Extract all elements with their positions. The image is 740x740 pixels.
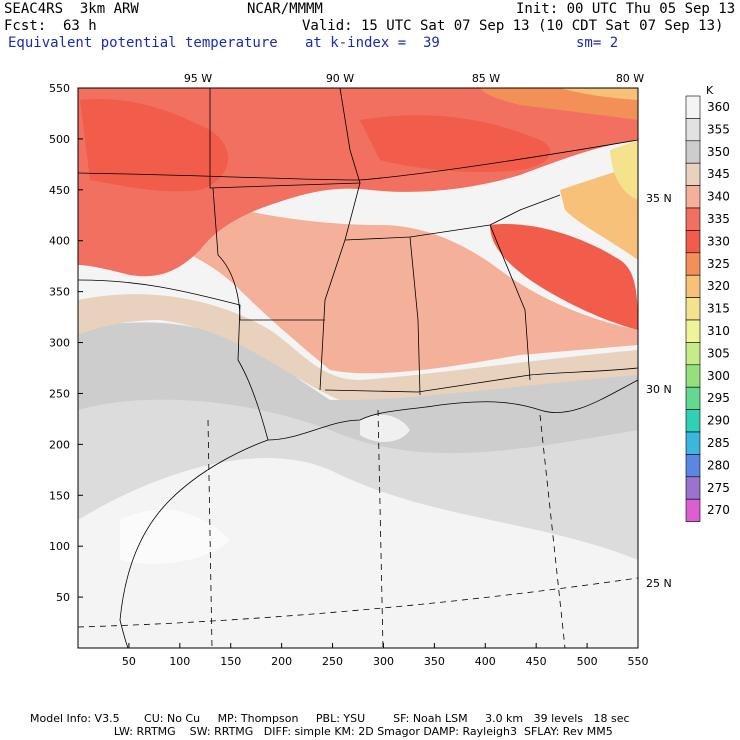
valid-time: Valid: 15 UTC Sat 07 Sep 13 (10 CDT Sat … bbox=[302, 18, 724, 34]
y-axis: 50 100 150 200 250 300 350 400 450 500 550 bbox=[49, 82, 83, 604]
x-tick-label: 50 bbox=[122, 655, 136, 668]
x-tick-label: 200 bbox=[271, 655, 292, 668]
theta-e-field bbox=[78, 88, 638, 648]
lon-label-80w: 80 W bbox=[616, 72, 644, 85]
colorbar-label: 315 bbox=[707, 302, 730, 316]
smoothing-label: sm= 2 bbox=[576, 35, 619, 51]
lat-label-25n: 25 N bbox=[646, 577, 672, 590]
colorbar-label: 360 bbox=[707, 100, 730, 114]
colorbar: 360 355 350 345 340 335 330 325 320 315 310 305 300 2… bbox=[685, 95, 730, 522]
y-tick-label: 200 bbox=[49, 438, 70, 451]
y-tick-label: 500 bbox=[49, 133, 70, 146]
y-tick-label: 50 bbox=[56, 591, 70, 604]
init-time: Init: 00 UTC Thu 05 Sep 13 bbox=[516, 1, 736, 17]
colorbar-label: 335 bbox=[707, 212, 730, 226]
y-tick-label: 350 bbox=[49, 286, 70, 299]
y-tick-label: 250 bbox=[49, 387, 70, 400]
y-tick-label: 100 bbox=[49, 540, 70, 553]
x-tick-label: 350 bbox=[424, 655, 445, 668]
colorbar-label: 295 bbox=[707, 391, 730, 405]
colorbar-swatch bbox=[685, 162, 701, 186]
model-info-line1: Model Info: V3.5 CU: No Cu MP: Thompson … bbox=[30, 712, 630, 725]
political-boundaries bbox=[78, 88, 638, 648]
plot-frame bbox=[77, 87, 639, 649]
lon-label-90w: 90 W bbox=[326, 72, 354, 85]
x-axis: 50 100 150 200 250 300 350 400 450 500 550 bbox=[122, 643, 649, 668]
colorbar-label: 355 bbox=[707, 122, 730, 136]
colorbar-swatch bbox=[685, 454, 701, 478]
lat-label-35n: 35 N bbox=[646, 192, 672, 205]
colorbar-swatch bbox=[685, 409, 701, 433]
colorbar-label: 290 bbox=[707, 414, 730, 428]
x-tick-label: 300 bbox=[373, 655, 394, 668]
y-tick-label: 450 bbox=[49, 184, 70, 197]
colorbar-label: 320 bbox=[707, 279, 730, 293]
colorbar-swatch bbox=[685, 274, 701, 298]
colorbar-swatch bbox=[685, 252, 701, 276]
colorbar-label: 345 bbox=[707, 167, 730, 181]
colorbar-swatch bbox=[685, 185, 701, 209]
org-label: NCAR/MMMM bbox=[247, 1, 323, 17]
colorbar-swatch bbox=[685, 230, 701, 254]
y-tick-label: 400 bbox=[49, 235, 70, 248]
colorbar-swatch bbox=[685, 297, 701, 321]
x-tick-label: 550 bbox=[628, 655, 649, 668]
colorbar-label: 275 bbox=[707, 481, 730, 495]
lon-label-85w: 85 W bbox=[472, 72, 500, 85]
x-tick-label: 400 bbox=[475, 655, 496, 668]
colorbar-swatch bbox=[685, 431, 701, 455]
lat-label-30n: 30 N bbox=[646, 383, 672, 396]
colorbar-label: 270 bbox=[707, 503, 730, 517]
colorbar-swatch bbox=[685, 364, 701, 388]
colorbar-label: 285 bbox=[707, 436, 730, 450]
level-label: at k-index = 39 bbox=[305, 35, 440, 51]
colorbar-swatch bbox=[685, 95, 701, 119]
colorbar-swatch bbox=[685, 118, 701, 142]
x-tick-label: 150 bbox=[220, 655, 241, 668]
x-tick-label: 100 bbox=[169, 655, 190, 668]
lon-label-95w: 95 W bbox=[184, 72, 212, 85]
x-tick-label: 450 bbox=[526, 655, 547, 668]
colorbar-swatch bbox=[685, 386, 701, 410]
colorbar-swatch bbox=[685, 319, 701, 343]
x-tick-label: 250 bbox=[322, 655, 343, 668]
field-name: Equivalent potential temperature bbox=[8, 35, 278, 51]
colorbar-label: 340 bbox=[707, 190, 730, 204]
colorbar-swatch bbox=[685, 476, 701, 500]
model-title: SEAC4RS 3km ARW bbox=[4, 1, 139, 17]
model-info-line2: LW: RRTMG SW: RRTMG DIFF: simple KM: 2D … bbox=[30, 725, 613, 738]
colorbar-label: 305 bbox=[707, 346, 730, 360]
y-tick-label: 300 bbox=[49, 337, 70, 350]
colorbar-swatch bbox=[685, 498, 701, 522]
colorbar-label: 325 bbox=[707, 257, 730, 271]
forecast-hour: Fcst: 63 h bbox=[4, 18, 97, 34]
x-tick-label: 500 bbox=[577, 655, 598, 668]
y-tick-label: 550 bbox=[49, 82, 70, 95]
colorbar-label: 280 bbox=[707, 458, 730, 472]
colorbar-swatch bbox=[685, 207, 701, 231]
colorbar-label: 300 bbox=[707, 369, 730, 383]
colorbar-swatch bbox=[685, 342, 701, 366]
y-tick-label: 150 bbox=[49, 489, 70, 502]
colorbar-swatch bbox=[685, 140, 701, 164]
colorbar-label: 330 bbox=[707, 234, 730, 248]
latlon-grid bbox=[78, 409, 638, 648]
colorbar-label: 310 bbox=[707, 324, 730, 338]
colorbar-label: 350 bbox=[707, 145, 730, 159]
colorbar-unit: K bbox=[706, 84, 714, 97]
